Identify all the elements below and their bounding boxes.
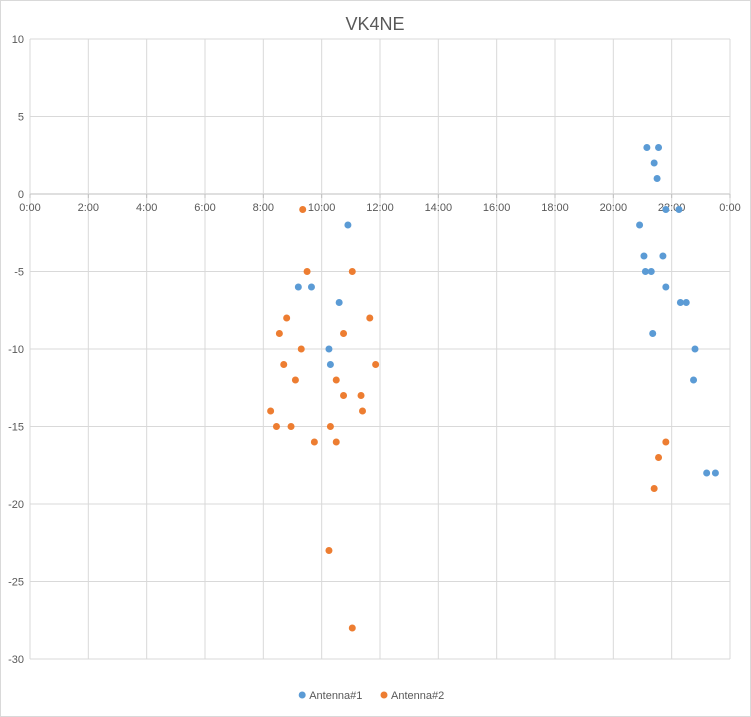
legend-item: Antenna#1 bbox=[298, 690, 362, 702]
y-tick-label: -20 bbox=[8, 499, 24, 511]
data-point bbox=[653, 175, 661, 182]
x-tick-label: 16:00 bbox=[483, 202, 511, 214]
data-point bbox=[703, 469, 711, 477]
data-point bbox=[310, 438, 318, 446]
legend-marker bbox=[380, 691, 388, 699]
x-tick-label: 12:00 bbox=[366, 202, 394, 214]
data-point bbox=[662, 438, 670, 446]
data-point bbox=[348, 624, 356, 632]
data-point bbox=[287, 423, 295, 430]
data-point bbox=[340, 330, 348, 337]
data-point bbox=[344, 221, 352, 229]
data-point bbox=[348, 268, 356, 275]
data-point bbox=[366, 314, 374, 322]
data-point bbox=[636, 221, 644, 229]
data-point bbox=[332, 438, 340, 446]
data-point bbox=[297, 345, 305, 353]
data-point bbox=[325, 547, 333, 554]
x-tick-label: 14:00 bbox=[425, 202, 453, 214]
legend: Antenna#1 Antenna#2 bbox=[298, 690, 444, 702]
x-tick-label: 6:00 bbox=[194, 202, 215, 214]
legend-label: Antenna#2 bbox=[391, 690, 444, 702]
data-point bbox=[372, 361, 380, 368]
data-point bbox=[662, 283, 670, 291]
data-point bbox=[326, 423, 334, 430]
series-1 bbox=[294, 144, 719, 477]
data-point bbox=[647, 268, 655, 275]
x-tick-label: 2:00 bbox=[78, 202, 99, 214]
x-tick-label: 20:00 bbox=[600, 202, 628, 214]
series-2 bbox=[267, 206, 670, 632]
x-tick-label: 10:00 bbox=[308, 202, 336, 214]
data-point bbox=[682, 299, 690, 306]
data-point bbox=[307, 283, 315, 291]
data-point bbox=[283, 314, 291, 322]
y-tick-label: 10 bbox=[12, 34, 24, 46]
y-tick-label: -5 bbox=[14, 267, 24, 279]
data-point bbox=[291, 376, 299, 384]
data-point bbox=[326, 361, 334, 368]
data-point bbox=[659, 252, 667, 260]
data-point bbox=[649, 330, 657, 337]
legend-marker bbox=[298, 691, 306, 699]
y-tick-label: -10 bbox=[8, 344, 24, 356]
data-point bbox=[655, 454, 663, 461]
x-tick-label: 0:00 bbox=[719, 202, 740, 214]
y-tick-label: 0 bbox=[18, 189, 24, 201]
y-tick-label: -30 bbox=[8, 654, 24, 666]
data-point bbox=[359, 407, 366, 415]
chart-title: VK4NE bbox=[345, 14, 404, 34]
data-point bbox=[650, 159, 658, 167]
data-point bbox=[640, 252, 648, 260]
data-point bbox=[641, 268, 649, 275]
data-point bbox=[690, 376, 698, 384]
y-tick-label: 5 bbox=[18, 112, 24, 124]
gridlines bbox=[29, 38, 731, 660]
data-point bbox=[267, 407, 275, 415]
x-tick-label: 0:00 bbox=[19, 202, 40, 214]
data-points bbox=[267, 144, 719, 632]
data-point bbox=[275, 330, 283, 337]
data-point bbox=[335, 299, 343, 306]
legend-item: Antenna#2 bbox=[380, 690, 444, 702]
data-point bbox=[676, 299, 684, 306]
x-tick-label: 4:00 bbox=[136, 202, 157, 214]
data-point bbox=[662, 206, 670, 213]
data-point bbox=[303, 268, 311, 275]
y-tick-label: -25 bbox=[8, 577, 24, 589]
data-point bbox=[340, 392, 348, 399]
data-point bbox=[325, 345, 333, 353]
data-point bbox=[280, 361, 288, 368]
data-point bbox=[357, 392, 365, 399]
axes: 10 5 0 -5 -10 -15 -20 -25 -30 0:00 2:00 4:00 6:00 8:0… bbox=[8, 34, 741, 666]
data-point bbox=[299, 206, 307, 213]
data-point bbox=[272, 423, 280, 430]
y-tick-label: -15 bbox=[8, 422, 24, 434]
x-tick-label: 18:00 bbox=[541, 202, 569, 214]
data-point bbox=[691, 345, 699, 353]
x-tick-label: 8:00 bbox=[253, 202, 274, 214]
data-point bbox=[650, 485, 658, 492]
data-point bbox=[332, 376, 340, 384]
legend-label: Antenna#1 bbox=[309, 690, 362, 702]
data-point bbox=[675, 206, 683, 213]
data-point bbox=[643, 144, 651, 151]
data-point bbox=[294, 283, 302, 291]
data-point bbox=[711, 469, 719, 477]
data-point bbox=[655, 144, 663, 151]
